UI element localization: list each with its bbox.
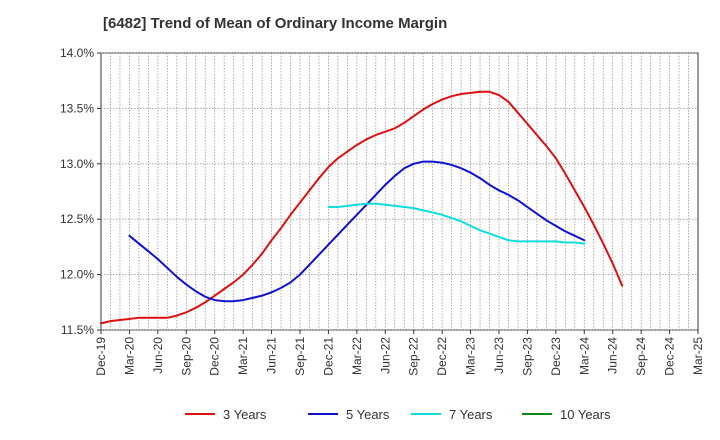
x-tick-label: Jun-24	[606, 337, 620, 374]
legend-label-5-years: 5 Years	[346, 407, 390, 422]
x-axis: Dec-19 Mar-20 Jun-20 Sep-20 Dec-20 Mar-21 Jun-…	[94, 330, 705, 376]
x-tick-label: Sep-24	[634, 337, 648, 376]
y-tick-label: 12.0%	[60, 268, 94, 282]
x-tick-label: Dec-23	[549, 337, 563, 376]
legend: 3 Years 5 Years 7 Years 10 Years	[185, 407, 611, 422]
chart-title: [6482] Trend of Mean of Ordinary Income …	[103, 15, 448, 32]
x-tick-label: Sep-23	[520, 337, 534, 376]
x-tick-label: Dec-22	[435, 337, 449, 376]
x-tick-label: Jun-20	[151, 337, 165, 374]
x-tick-label: Dec-19	[94, 337, 108, 376]
y-axis: 11.5% 12.0% 12.5% 13.0% 13.5% 14.0%	[60, 46, 101, 337]
x-tick-label: Mar-24	[577, 337, 591, 375]
y-tick-label: 14.0%	[60, 46, 94, 60]
x-tick-label: Dec-21	[321, 337, 335, 376]
series-line-7-years	[327, 202, 586, 245]
y-tick-label: 12.5%	[60, 212, 94, 226]
legend-label-10-years: 10 Years	[560, 407, 611, 422]
series-line-5-years	[128, 160, 586, 303]
x-tick-label: Mar-20	[122, 337, 136, 375]
x-tick-label: Dec-24	[663, 337, 677, 376]
x-tick-label: Jun-22	[378, 337, 392, 374]
x-tick-label: Mar-23	[464, 337, 478, 375]
legend-label-3-years: 3 Years	[223, 407, 267, 422]
x-tick-label: Sep-22	[407, 337, 421, 376]
y-tick-label: 11.5%	[61, 323, 94, 337]
x-tick-label: Dec-20	[208, 337, 222, 376]
x-tick-label: Sep-21	[293, 337, 307, 376]
series-layer	[100, 90, 624, 325]
x-tick-label: Mar-25	[691, 337, 705, 375]
legend-label-7-years: 7 Years	[449, 407, 493, 422]
y-tick-label: 13.5%	[60, 101, 94, 115]
grid-lines	[101, 52, 698, 331]
x-tick-label: Sep-20	[179, 337, 193, 376]
x-tick-label: Mar-22	[350, 337, 364, 375]
y-tick-label: 13.0%	[60, 157, 94, 171]
series-line-3-years	[100, 90, 624, 325]
x-tick-label: Jun-23	[492, 337, 506, 374]
plot-area	[100, 52, 699, 331]
x-tick-label: Jun-21	[265, 337, 279, 374]
plot-background	[101, 53, 698, 330]
x-tick-label: Mar-21	[236, 337, 250, 375]
